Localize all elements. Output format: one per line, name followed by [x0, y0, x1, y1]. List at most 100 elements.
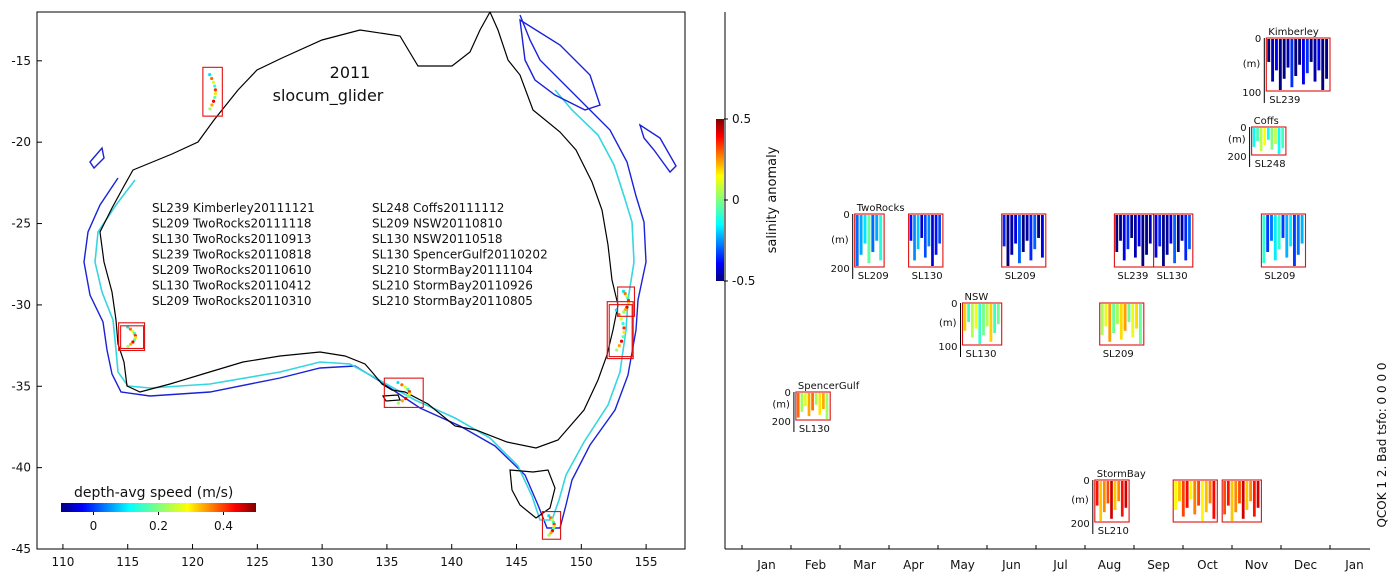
- profile-column: [1113, 481, 1117, 510]
- glider-track-point: [406, 394, 410, 398]
- profile-column: [1271, 39, 1275, 82]
- profile-column: [989, 304, 993, 342]
- glider-track-point: [619, 317, 623, 321]
- glider-track-point: [622, 310, 626, 314]
- glider-track-point: [403, 385, 407, 389]
- depth-top-label: 0: [1083, 476, 1089, 487]
- isobath-200m-line: [94, 89, 635, 521]
- map-title-year: 2011: [330, 63, 371, 82]
- map-y-tick-label: -25: [11, 217, 31, 231]
- profile-column: [1281, 128, 1285, 149]
- glider-label: SL239: [1117, 271, 1148, 282]
- profile-column: [1165, 215, 1169, 255]
- deployment-box: [1221, 479, 1262, 523]
- profile-column: [1245, 481, 1249, 510]
- salinity-colorbar-tick-label: 0: [732, 193, 740, 207]
- deployment-entry: SL130 SpencerGulf20110202: [372, 248, 548, 262]
- profile-column: [1169, 215, 1173, 244]
- profile-column: [811, 393, 814, 411]
- glider-track-point: [213, 95, 217, 100]
- profile-column: [822, 393, 825, 409]
- section-nsw: 0 (m) 100 NSW SL130 SL209: [938, 292, 1145, 360]
- profile-column: [970, 304, 974, 338]
- section-spencergulf: 0(m) 200 SpencerGulf SL130: [772, 381, 860, 435]
- australia-coastline: [99, 12, 619, 449]
- salinity-colorbar-ticks: 0.5 0 -0.5: [724, 112, 755, 288]
- profile-column: [1123, 304, 1127, 331]
- deployment-box: [961, 302, 1003, 346]
- salinity-colorbar-tick-label: 0.5: [732, 112, 751, 126]
- deployment-box: [854, 213, 885, 268]
- month-label: May: [950, 558, 975, 572]
- depth-unit-label: (m): [939, 318, 957, 329]
- profile-column: [1296, 215, 1300, 255]
- deployment-entry: SL239 TwoRocks20110818: [152, 248, 312, 262]
- map-y-axis: -15 -20 -25 -30 -35 -40 -45: [11, 54, 42, 556]
- map-x-tick-label: 135: [375, 555, 398, 569]
- profile-column: [923, 215, 927, 258]
- map-x-tick-label: 125: [246, 555, 269, 569]
- profile-column: [875, 215, 879, 241]
- month-label: Dec: [1294, 558, 1317, 572]
- profile-column: [859, 215, 863, 255]
- profile-column: [934, 215, 938, 255]
- region-boxes: [118, 66, 636, 540]
- deployment-entry: SL209 TwoRocks20110610: [152, 263, 312, 277]
- profile-column: [927, 215, 931, 247]
- deployment-box: [1172, 479, 1218, 523]
- month-label: Nov: [1245, 558, 1268, 572]
- depth-top-label: 0: [1255, 34, 1261, 45]
- deployment-entry: SL239 Kimberley20111121: [152, 201, 315, 215]
- section-stormbay: 0 (m) 200 StormBay SL210: [1071, 469, 1262, 537]
- deployment-profile: SL239: [1265, 37, 1331, 106]
- deployment-list-left: SL239 Kimberley20111121 SL209 TwoRocks201…: [152, 201, 315, 308]
- section-coffs: 0(m) 200 Coffs SL248: [1228, 116, 1287, 170]
- profile-column: [1018, 215, 1021, 264]
- glider-track-point: [213, 92, 218, 96]
- speed-colorbar: depth-avg speed (m/s) 0 0.2 0.4: [61, 485, 256, 533]
- profile-column: [1130, 215, 1134, 238]
- profile-column: [1099, 481, 1103, 521]
- profile-column: [1126, 215, 1130, 250]
- qc-status-note: QCOK 1 2. Bad tsfo: 0 0 0 0: [1375, 362, 1389, 527]
- glider-track-point: [131, 340, 135, 344]
- profile-column: [1124, 481, 1128, 508]
- profile-column: [1184, 215, 1188, 261]
- profile-column: [1193, 481, 1197, 515]
- glider-track-point: [619, 339, 624, 343]
- profile-column: [1273, 215, 1277, 261]
- depth-unit-label: (m): [1071, 495, 1089, 506]
- glider-track-point: [615, 348, 619, 352]
- map-x-axis: 110 115 120 125 130 135 140 145 150 155: [51, 544, 658, 569]
- map-x-tick-label: 145: [505, 555, 528, 569]
- profile-column: [1006, 215, 1010, 266]
- glider-track-point: [622, 330, 626, 334]
- glider-track-point: [623, 292, 627, 296]
- profile-column: [1238, 481, 1241, 504]
- speed-colorbar-scale: [61, 503, 256, 512]
- month-axis: Jan Feb Mar Apr May Jun Jul Aug Sep Oct Nov Dec Jan: [741, 545, 1364, 572]
- profile-column: [1138, 304, 1142, 344]
- profile-column: [1208, 481, 1212, 504]
- section-kimberley: 0 (m) 100 Kimberley SL239: [1242, 27, 1331, 106]
- glider-label: SL209: [1005, 271, 1036, 282]
- profile-column: [938, 215, 942, 244]
- deployment-box: [1260, 213, 1307, 268]
- glider-track-point: [396, 380, 400, 385]
- profile-column: [863, 215, 867, 244]
- profile-column: [1154, 215, 1158, 258]
- deployment-profile: SL130: [961, 302, 1003, 360]
- profile-column: [1200, 481, 1204, 521]
- deployment-profile: SL130: [1153, 213, 1194, 282]
- speed-colorbar-tick-label: 0.4: [214, 519, 233, 533]
- month-label: Sep: [1147, 558, 1170, 572]
- section-name: SpencerGulf: [798, 381, 860, 392]
- profile-column: [814, 393, 818, 405]
- deployment-profile: SL209: [1260, 213, 1307, 282]
- map-y-tick-label: -45: [11, 542, 31, 556]
- map-y-tick-label: -20: [11, 135, 31, 149]
- profile-column: [1158, 215, 1162, 247]
- salinity-colorbar-scale: [716, 119, 724, 281]
- glider-track-point: [625, 305, 629, 309]
